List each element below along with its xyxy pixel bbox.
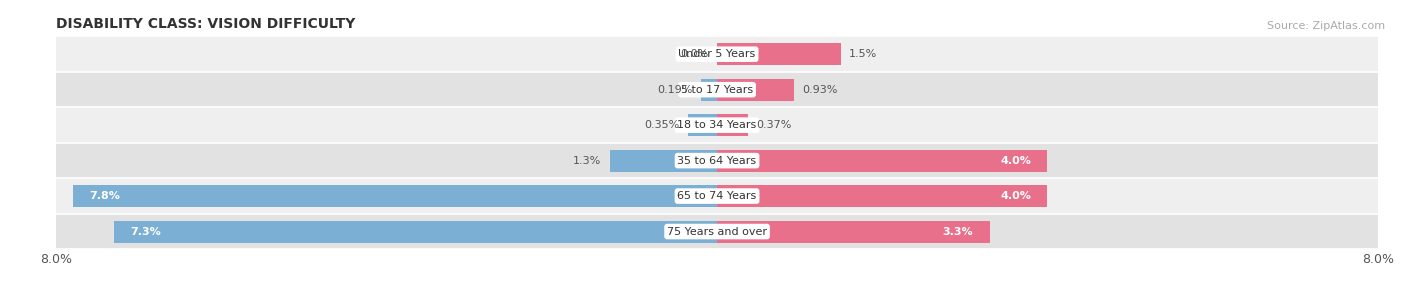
- Text: 0.0%: 0.0%: [681, 49, 709, 59]
- Text: 65 to 74 Years: 65 to 74 Years: [678, 191, 756, 201]
- Text: 1.5%: 1.5%: [849, 49, 877, 59]
- Text: Under 5 Years: Under 5 Years: [679, 49, 755, 59]
- Text: 0.35%: 0.35%: [644, 120, 681, 130]
- Bar: [688, 114, 717, 136]
- Bar: [717, 43, 841, 65]
- Text: 35 to 64 Years: 35 to 64 Years: [678, 156, 756, 166]
- Text: Source: ZipAtlas.com: Source: ZipAtlas.com: [1267, 21, 1385, 31]
- Text: 7.3%: 7.3%: [131, 226, 162, 237]
- Bar: [610, 150, 717, 171]
- Text: 5 to 17 Years: 5 to 17 Years: [681, 85, 754, 95]
- Bar: [56, 107, 1378, 143]
- Bar: [56, 178, 1378, 214]
- Bar: [717, 79, 794, 101]
- Text: 1.3%: 1.3%: [574, 156, 602, 166]
- Bar: [702, 79, 717, 101]
- Text: DISABILITY CLASS: VISION DIFFICULTY: DISABILITY CLASS: VISION DIFFICULTY: [56, 17, 356, 31]
- Text: 4.0%: 4.0%: [1000, 156, 1031, 166]
- Text: 3.3%: 3.3%: [942, 226, 973, 237]
- Legend: Male, Female: Male, Female: [651, 301, 783, 304]
- Text: 4.0%: 4.0%: [1000, 191, 1031, 201]
- Bar: [56, 72, 1378, 107]
- Bar: [114, 220, 717, 243]
- Text: 7.8%: 7.8%: [90, 191, 120, 201]
- Bar: [56, 36, 1378, 72]
- Bar: [717, 114, 748, 136]
- Bar: [73, 185, 717, 207]
- Text: 0.37%: 0.37%: [756, 120, 792, 130]
- Bar: [717, 150, 1047, 171]
- Bar: [717, 185, 1047, 207]
- Bar: [56, 143, 1378, 178]
- Text: 18 to 34 Years: 18 to 34 Years: [678, 120, 756, 130]
- Bar: [56, 214, 1378, 249]
- Text: 0.93%: 0.93%: [803, 85, 838, 95]
- Text: 0.19%: 0.19%: [658, 85, 693, 95]
- Text: 75 Years and over: 75 Years and over: [666, 226, 768, 237]
- Bar: [717, 220, 990, 243]
